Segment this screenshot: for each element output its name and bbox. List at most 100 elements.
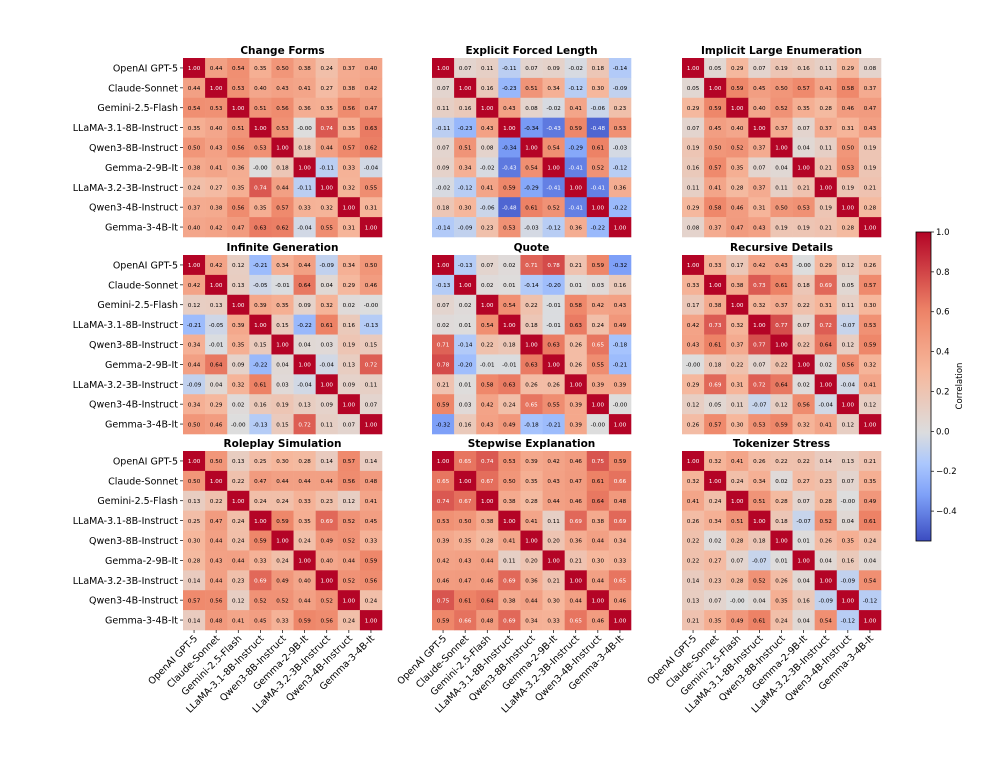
heatmap-cell: [271, 610, 294, 631]
cell-value-label: 1.00: [298, 363, 311, 369]
cell-value-label: 0.21: [819, 225, 832, 231]
heatmap-cell: [770, 451, 793, 472]
cell-value-label: 0.35: [525, 479, 538, 485]
cell-value-label: 0.11: [365, 382, 378, 388]
cell-value-label: 0.32: [687, 479, 699, 485]
cell-value-label: 0.18: [775, 519, 788, 525]
cell-value-label: 0.35: [188, 126, 201, 132]
heatmap-cell: [183, 255, 206, 276]
cell-value-label: 0.41: [569, 106, 582, 112]
cell-value-label: 0.28: [525, 499, 538, 505]
heatmap-cell: [542, 550, 565, 571]
heatmap-cell: [792, 451, 815, 472]
heatmap-cell: [770, 197, 793, 218]
heatmap-cell: [542, 157, 565, 178]
heatmap-cell: [359, 137, 383, 158]
cell-value-label: 0.02: [232, 402, 244, 408]
heatmap-cell: [704, 394, 727, 415]
heatmap-cell: [608, 334, 632, 355]
cell-value-label: 0.58: [569, 303, 582, 309]
cell-value-label: 0.19: [687, 146, 700, 152]
heatmap-cell: [704, 510, 727, 531]
heatmap-cell: [432, 294, 455, 315]
cell-value-label: 0.22: [797, 343, 809, 349]
heatmap-cell: [726, 470, 749, 492]
heatmap-cell: [183, 58, 206, 79]
heatmap-cell: [814, 137, 838, 158]
heatmap-cell: [836, 58, 860, 79]
cell-value-label: 0.42: [188, 283, 200, 289]
heatmap-cell: [836, 550, 860, 571]
cell-value-label: 0.61: [254, 382, 267, 388]
cell-value-label: 0.34: [525, 618, 538, 624]
heatmap-cell: [792, 255, 815, 276]
heatmap-cell: [726, 590, 749, 611]
heatmap-cell: [792, 197, 815, 218]
cell-value-label: 0.49: [614, 323, 627, 329]
heatmap-cell: [249, 177, 272, 198]
cell-value-label: 0.57: [864, 283, 877, 289]
heatmap-cell: [814, 510, 838, 531]
heatmap-cell: [183, 414, 206, 435]
cell-value-label: 1.00: [592, 402, 605, 408]
y-tick-label: Gemini-2.5-Flash: [97, 103, 178, 114]
cell-value-label: -0.02: [436, 185, 450, 191]
cell-value-label: 1.00: [188, 263, 201, 269]
cell-value-label: 0.11: [547, 519, 560, 525]
heatmap-cell: [432, 590, 455, 611]
cell-value-label: 0.18: [592, 66, 605, 72]
heatmap-cell: [271, 334, 294, 355]
heatmap-cell: [792, 137, 815, 158]
cell-value-label: 0.19: [775, 66, 788, 72]
cell-value-label: 0.16: [614, 283, 627, 289]
heatmap-cell: [454, 470, 477, 492]
cell-value-label: 1.00: [842, 205, 855, 211]
heatmap-cell: [271, 490, 294, 511]
cell-value-label: 0.29: [210, 402, 223, 408]
heatmap-cell: [682, 550, 705, 571]
cell-value-label: 0.22: [687, 539, 699, 545]
heatmap-cell: [293, 177, 316, 198]
heatmap-cell: [520, 157, 543, 178]
cell-value-label: 0.57: [188, 598, 201, 604]
heatmap-cell: [337, 177, 361, 198]
heatmap-cell: [454, 610, 477, 631]
cell-value-label: 0.39: [569, 422, 582, 428]
cell-value-label: 0.64: [592, 499, 605, 505]
cell-value-label: 0.52: [819, 519, 831, 525]
heatmap-cell: [359, 550, 383, 571]
cell-value-label: 0.40: [753, 106, 766, 112]
heatmap-cell: [205, 490, 228, 511]
cell-value-label: 0.04: [320, 283, 333, 289]
cell-value-label: 0.56: [276, 106, 289, 112]
cell-value-label: 0.18: [298, 146, 311, 152]
cell-value-label: 0.24: [254, 499, 267, 505]
heatmap-cell: [792, 77, 815, 99]
heatmap-cell: [520, 334, 543, 355]
cell-value-label: 0.18: [503, 343, 516, 349]
heatmap-cell: [682, 97, 705, 118]
heatmap-cell: [542, 314, 565, 335]
cell-value-label: 0.44: [592, 578, 605, 584]
heatmap-cell: [792, 610, 815, 631]
heatmap-cell: [454, 490, 477, 511]
heatmap-cell: [836, 294, 860, 315]
colorbar-tick-label: 1.0: [936, 228, 950, 238]
heatmap-cell: [205, 77, 228, 99]
heatmap-cell: [836, 394, 860, 415]
heatmap-cell: [249, 97, 272, 118]
heatmap-cell: [249, 294, 272, 315]
heatmap-cell: [476, 510, 499, 531]
cell-value-label: 1.00: [232, 106, 245, 112]
cell-value-label: 0.63: [569, 323, 582, 329]
cell-value-label: 0.71: [437, 343, 450, 349]
heatmap-cell: [564, 550, 588, 571]
heatmap-cell: [770, 590, 793, 611]
heatmap-cell: [814, 570, 838, 591]
cell-value-label: -0.41: [568, 205, 583, 211]
cell-value-label: -0.18: [524, 422, 539, 428]
cell-value-label: 0.33: [276, 618, 289, 624]
heatmap-cell: [227, 394, 250, 415]
